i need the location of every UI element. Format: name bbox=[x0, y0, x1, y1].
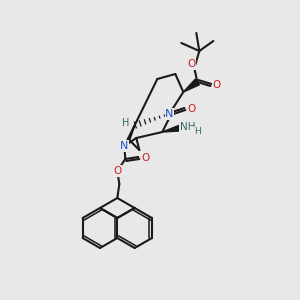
Text: O: O bbox=[141, 153, 149, 163]
Text: N: N bbox=[120, 141, 128, 151]
Text: O: O bbox=[113, 166, 122, 176]
Text: H: H bbox=[194, 128, 201, 136]
Text: NH: NH bbox=[180, 122, 195, 132]
Text: O: O bbox=[187, 104, 195, 114]
Text: O: O bbox=[212, 80, 220, 90]
Text: H: H bbox=[122, 118, 129, 128]
Polygon shape bbox=[162, 125, 181, 132]
Polygon shape bbox=[183, 79, 200, 92]
Text: N: N bbox=[165, 109, 173, 119]
Text: O: O bbox=[187, 59, 195, 69]
